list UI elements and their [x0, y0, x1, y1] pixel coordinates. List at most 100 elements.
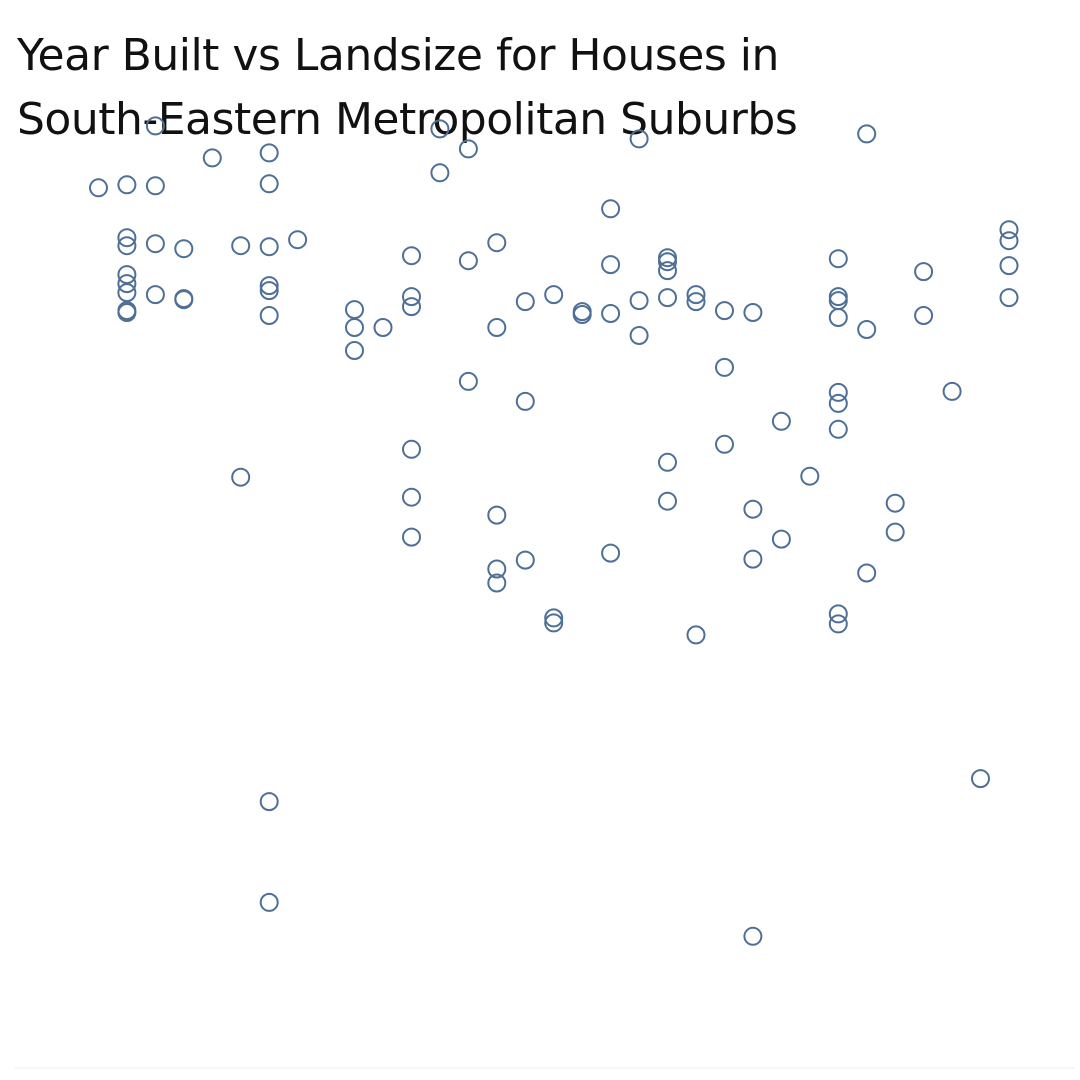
- data-point-34: [402, 297, 421, 317]
- data-point-85: [828, 308, 848, 327]
- data-point-71: [686, 625, 706, 645]
- data-point-17: [231, 236, 251, 256]
- data-point-11: [145, 234, 165, 254]
- data-point-97: [914, 306, 934, 325]
- data-point-44: [487, 318, 507, 337]
- data-point-0: [89, 178, 108, 198]
- data-point-56: [601, 199, 621, 219]
- data-point-42: [458, 371, 478, 391]
- data-point-26: [259, 892, 279, 912]
- data-point-5: [117, 274, 137, 294]
- data-point-83: [828, 287, 848, 307]
- data-point-3: [117, 236, 137, 256]
- data-point-78: [743, 926, 763, 946]
- data-point-25: [259, 792, 279, 812]
- data-point-38: [430, 119, 450, 139]
- data-point-29: [345, 318, 364, 337]
- data-point-67: [658, 452, 677, 472]
- data-point-45: [487, 505, 507, 525]
- data-point-23: [259, 281, 279, 301]
- data-point-1: [117, 175, 137, 195]
- data-point-100: [999, 220, 1019, 240]
- data-point-40: [458, 139, 478, 159]
- data-point-84: [828, 291, 848, 311]
- data-point-36: [402, 487, 421, 507]
- data-point-49: [515, 391, 535, 411]
- data-point-79: [771, 411, 791, 431]
- data-point-89: [828, 604, 848, 624]
- data-point-102: [999, 256, 1019, 276]
- data-point-80: [771, 529, 791, 549]
- data-point-103: [999, 288, 1019, 308]
- data-points: [89, 116, 1019, 946]
- data-point-88: [828, 419, 848, 439]
- data-point-55: [572, 305, 592, 324]
- data-point-51: [544, 285, 564, 305]
- data-point-76: [743, 499, 763, 519]
- data-point-30: [345, 341, 364, 360]
- data-point-62: [629, 326, 649, 345]
- data-point-52: [544, 608, 564, 628]
- data-point-90: [828, 614, 848, 634]
- data-point-8: [117, 303, 137, 322]
- data-point-41: [458, 251, 478, 271]
- data-point-53: [544, 613, 564, 633]
- data-point-6: [117, 283, 137, 303]
- data-point-98: [942, 381, 962, 401]
- data-point-20: [259, 174, 279, 194]
- data-point-10: [145, 176, 165, 196]
- data-point-57: [601, 255, 621, 275]
- data-point-59: [601, 543, 621, 563]
- data-point-2: [117, 228, 137, 248]
- data-point-77: [743, 549, 763, 569]
- data-point-91: [857, 124, 877, 144]
- data-point-70: [686, 292, 706, 312]
- data-point-95: [885, 522, 905, 542]
- data-point-16: [202, 148, 222, 168]
- data-point-74: [715, 301, 734, 321]
- data-point-22: [259, 276, 279, 296]
- data-point-15: [174, 290, 194, 310]
- chart-title: Year Built vs Landsize for Houses in Sou…: [17, 24, 1057, 152]
- data-point-35: [402, 439, 421, 459]
- data-point-32: [402, 246, 421, 266]
- data-point-75: [743, 303, 763, 322]
- data-point-101: [999, 231, 1019, 251]
- data-point-39: [430, 163, 450, 183]
- data-point-60: [629, 129, 649, 149]
- data-point-4: [117, 265, 137, 285]
- chart-title-line-1: Year Built vs Landsize for Houses in: [17, 30, 779, 81]
- data-point-18: [231, 467, 251, 487]
- data-point-28: [345, 300, 364, 320]
- data-point-12: [145, 285, 165, 305]
- data-point-50: [515, 550, 535, 570]
- chart-title-line-2: South-Eastern Metropolitan Suburbs: [17, 94, 798, 145]
- data-point-46: [487, 559, 507, 579]
- data-point-13: [174, 239, 194, 259]
- data-point-24: [259, 306, 279, 325]
- data-point-69: [686, 285, 706, 305]
- data-point-19: [259, 143, 279, 163]
- data-point-61: [629, 291, 649, 311]
- data-point-68: [658, 491, 677, 511]
- data-point-21: [259, 237, 279, 257]
- data-point-96: [914, 262, 934, 282]
- data-point-94: [885, 493, 905, 513]
- data-point-99: [971, 769, 990, 789]
- data-point-81: [800, 466, 820, 486]
- data-point-27: [288, 230, 308, 250]
- data-point-9: [145, 116, 165, 136]
- data-point-92: [857, 320, 877, 339]
- data-point-58: [601, 304, 621, 323]
- data-point-72: [715, 357, 734, 377]
- data-point-82: [828, 249, 848, 269]
- data-point-37: [402, 527, 421, 547]
- data-point-31: [373, 318, 393, 337]
- data-point-65: [658, 261, 677, 281]
- data-point-47: [487, 573, 507, 593]
- data-point-86: [828, 382, 848, 402]
- data-point-33: [402, 287, 421, 307]
- data-point-43: [487, 233, 507, 253]
